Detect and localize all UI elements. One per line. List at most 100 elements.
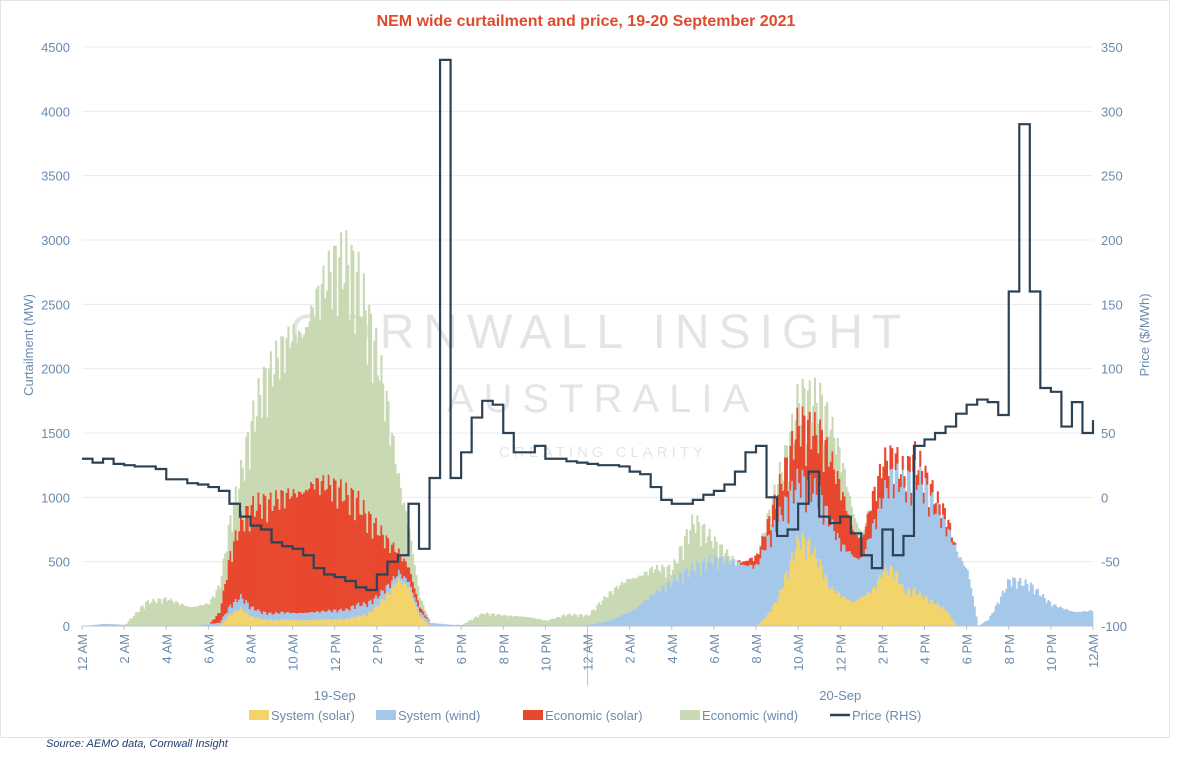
bar-system-wind (636, 607, 639, 626)
legend-label: Price (RHS) (852, 708, 921, 723)
bar-economic-solar (413, 588, 416, 598)
bar-economic-wind (794, 420, 797, 440)
bar-system-wind (703, 557, 706, 626)
bar-system-wind (803, 476, 806, 538)
bar-economic-solar (748, 558, 752, 565)
bar-economic-solar (899, 474, 903, 488)
bar-economic-wind (806, 390, 810, 420)
bar-economic-wind (596, 604, 599, 623)
bar-economic-wind (311, 307, 315, 484)
bar-economic-wind (727, 556, 731, 562)
bar-economic-solar (761, 536, 764, 550)
bar-economic-wind (143, 608, 146, 626)
source-note: Source: AEMO data, Cornwall Insight (46, 738, 228, 750)
bar-economic-wind (296, 343, 299, 498)
bar-system-wind (424, 617, 427, 622)
bar-economic-solar (810, 449, 813, 503)
bar-economic-wind (390, 433, 394, 545)
bar-system-wind (647, 600, 650, 626)
bar-economic-wind (787, 481, 790, 492)
bar-system-wind (325, 611, 329, 620)
bar-system-solar (819, 559, 822, 626)
bar-system-wind (924, 478, 927, 596)
bar-system-solar (422, 619, 425, 626)
bar-system-wind (985, 620, 989, 626)
bar-system-solar (936, 603, 939, 626)
bar-system-solar (239, 606, 243, 626)
bar-system-solar (894, 571, 897, 626)
bar-economic-wind (132, 615, 136, 626)
bar-economic-wind (678, 546, 681, 572)
bar-system-wind (245, 600, 248, 612)
bar-system-solar (289, 620, 292, 626)
bar-system-wind (220, 620, 223, 625)
bar-economic-wind (796, 384, 799, 408)
y-tick-label: 1500 (41, 426, 70, 441)
bar-system-wind (699, 576, 702, 626)
bar-system-wind (978, 624, 982, 626)
bar-economic-wind (169, 598, 172, 626)
bar-economic-wind (476, 617, 480, 626)
bar-economic-wind (148, 604, 151, 626)
bar-system-wind (1014, 578, 1017, 626)
bar-economic-wind (426, 613, 429, 618)
bar-economic-solar (822, 471, 825, 525)
bar-system-wind (771, 527, 774, 607)
bar-economic-solar (371, 538, 374, 605)
legend-swatch (680, 710, 700, 720)
bar-economic-wind (340, 232, 343, 480)
bar-economic-wind (666, 566, 669, 583)
bar-system-wind (819, 486, 822, 560)
bar-economic-solar (278, 509, 281, 614)
bar-economic-solar (318, 494, 322, 613)
bar-system-wind (290, 613, 293, 621)
bar-system-solar (885, 570, 888, 626)
bar-system-wind (422, 614, 425, 620)
bar-economic-solar (313, 489, 316, 613)
bar-economic-wind (343, 282, 346, 501)
bar-economic-solar (833, 469, 836, 532)
bar-economic-wind (203, 604, 206, 625)
bar-economic-wind (139, 606, 143, 626)
bar-economic-wind (134, 612, 137, 626)
bar-system-wind (908, 472, 911, 590)
bar-system-wind (366, 607, 369, 617)
bar-system-wind (433, 623, 436, 626)
bar-system-wind (199, 624, 202, 626)
x-tick-label: 6 AM (707, 634, 722, 664)
bar-system-wind (954, 544, 957, 624)
bar-economic-solar (426, 617, 429, 619)
bar-system-wind (810, 502, 813, 556)
bar-system-wind (1001, 590, 1004, 626)
bar-economic-wind (840, 472, 843, 501)
bar-economic-wind (555, 616, 559, 626)
bar-system-solar (366, 616, 369, 626)
bar-system-wind (227, 607, 230, 616)
bar-system-wind (877, 508, 880, 580)
bar-economic-wind (427, 617, 430, 620)
bar-system-wind (691, 562, 694, 626)
bar-system-wind (124, 624, 127, 626)
bar-system-wind (645, 599, 648, 626)
bar-system-solar (329, 619, 332, 626)
bar-system-wind (108, 624, 111, 626)
bar-system-solar (942, 607, 945, 626)
bar-economic-wind (569, 615, 573, 626)
bar-system-solar (931, 599, 934, 626)
bar-economic-wind (529, 617, 532, 626)
bar-economic-solar (255, 510, 258, 611)
bar-system-solar (857, 599, 860, 626)
bar-economic-solar (299, 491, 302, 613)
bar-system-wind (468, 624, 471, 626)
bar-economic-solar (304, 489, 308, 613)
bar-system-wind (778, 506, 781, 591)
bar-system-solar (861, 596, 864, 626)
bar-economic-wind (373, 340, 376, 523)
bar-economic-solar (864, 526, 867, 550)
bar-system-solar (403, 582, 406, 626)
bar-economic-solar (224, 583, 227, 615)
bar-system-solar (838, 593, 841, 626)
bar-economic-wind (341, 289, 344, 502)
bar-system-wind (332, 609, 336, 619)
bar-economic-solar (771, 504, 774, 528)
